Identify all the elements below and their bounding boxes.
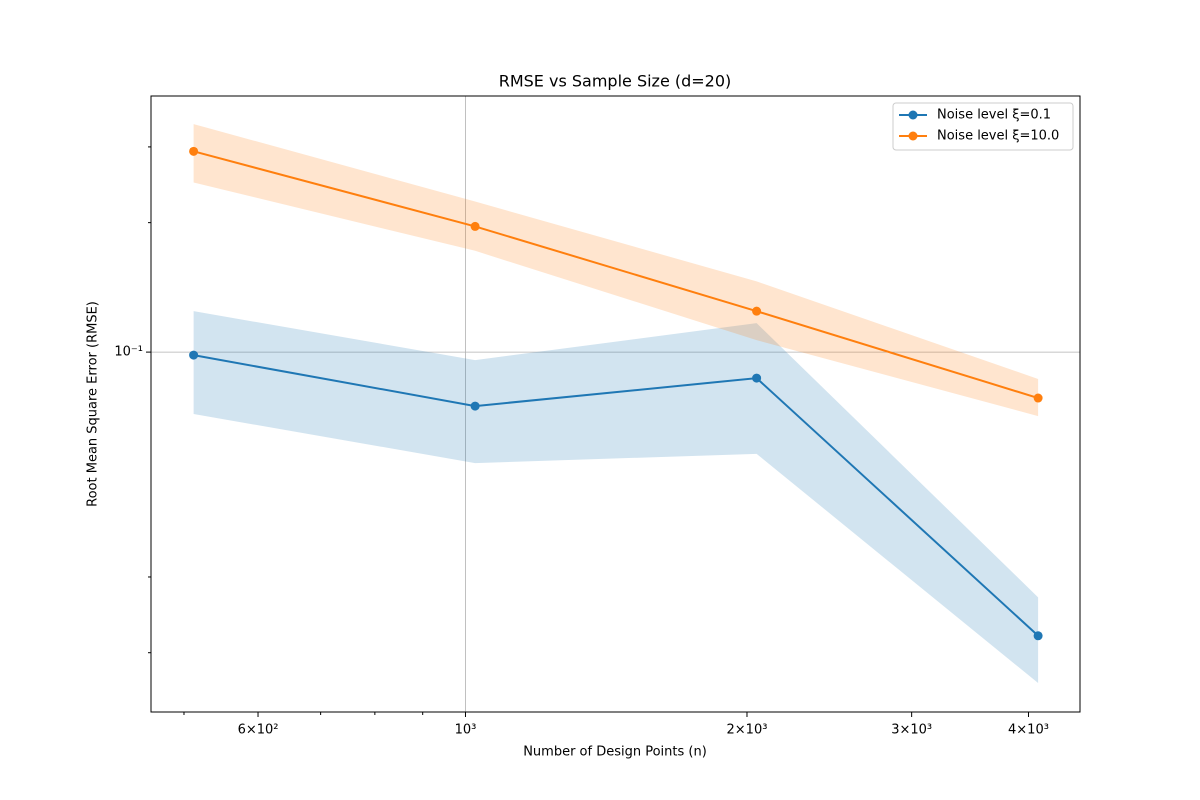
legend-marker xyxy=(908,110,918,120)
x-tick-label: 6×10² xyxy=(238,723,279,738)
data-point xyxy=(1033,393,1043,403)
data-point xyxy=(470,221,480,231)
y-axis-label: Root Mean Square Error (RMSE) xyxy=(86,301,101,507)
legend-label: Noise level ξ=0.1 xyxy=(937,108,1051,123)
legend-box xyxy=(892,102,1074,151)
error-band xyxy=(193,311,1039,684)
legend: Noise level ξ=0.1 Noise level ξ=10.0 xyxy=(892,102,1074,151)
legend-marker xyxy=(908,131,918,141)
data-point xyxy=(189,146,199,156)
x-axis-label: Number of Design Points (n) xyxy=(523,745,707,760)
data-line xyxy=(193,354,1039,637)
y-tick-label: 10⁻¹ xyxy=(114,345,143,360)
data-point xyxy=(752,373,762,383)
data-point xyxy=(1033,631,1043,641)
plot-frame xyxy=(150,95,1081,713)
x-tick-label: 2×10³ xyxy=(727,723,768,738)
x-tick-label: 3×10³ xyxy=(891,723,932,738)
x-tick-label: 10³ xyxy=(455,723,477,738)
error-band xyxy=(193,124,1039,417)
chart-title: RMSE vs Sample Size (d=20) xyxy=(499,72,732,91)
x-tick-label: 4×10³ xyxy=(1008,723,1049,738)
data-point xyxy=(189,350,199,360)
data-line xyxy=(193,150,1039,399)
data-point xyxy=(752,306,762,316)
data-point xyxy=(470,401,480,411)
legend-label: Noise level ξ=10.0 xyxy=(937,129,1059,144)
